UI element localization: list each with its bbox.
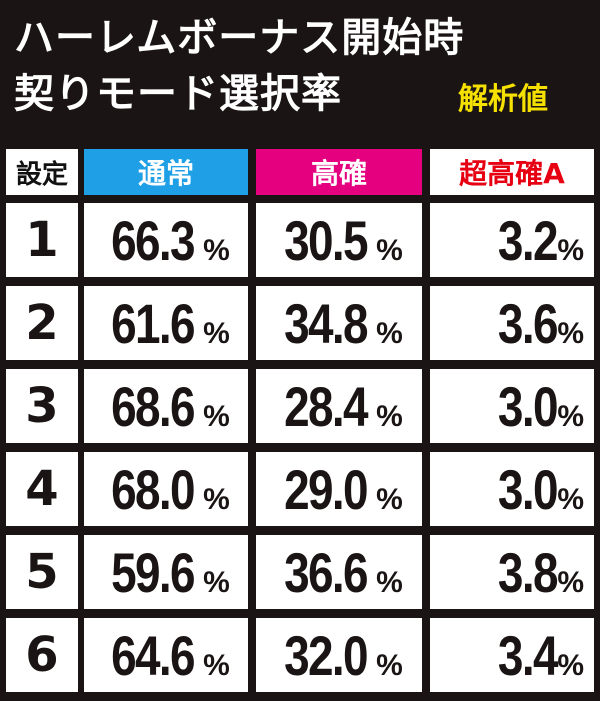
high-cell-value: 29.0 <box>284 457 368 521</box>
high-cell-value: 36.6 <box>284 540 368 604</box>
super-high-a-cell-value: 3.0 <box>498 374 559 438</box>
super-high-a-cell: 3.8% <box>430 535 594 609</box>
super-high-a-cell-value: 3.4 <box>498 623 559 687</box>
high-cell: 36.6% <box>256 535 422 609</box>
super-high-a-cell-value: 3.2 <box>498 208 559 272</box>
normal-cell: 59.6% <box>84 535 248 609</box>
page-title-line-1: ハーレムボーナス開始時 <box>14 15 465 61</box>
percent-sign: % <box>376 316 403 350</box>
percent-sign: % <box>203 648 230 682</box>
super-high-a-cell: 3.6% <box>430 286 594 360</box>
table-row: 1 66.3% 30.5% 3.2% <box>0 201 600 279</box>
header-normal: 通常 <box>84 149 248 195</box>
normal-cell: 64.6% <box>84 618 248 692</box>
high-cell: 32.0% <box>256 618 422 692</box>
normal-cell-value: 64.6 <box>111 623 195 687</box>
super-high-a-cell: 3.2% <box>430 203 594 277</box>
header-setting: 設定 <box>6 149 78 195</box>
percent-sign: % <box>203 565 230 599</box>
normal-cell-value: 59.6 <box>111 540 195 604</box>
percent-sign: % <box>557 316 584 350</box>
normal-cell-value: 66.3 <box>111 208 195 272</box>
high-cell: 28.4% <box>256 369 422 443</box>
percent-sign: % <box>203 482 230 516</box>
percent-sign: % <box>557 233 584 267</box>
setting-cell: 5 <box>6 535 78 609</box>
high-cell-value: 32.0 <box>284 623 368 687</box>
setting-cell: 1 <box>6 203 78 277</box>
setting-cell: 6 <box>6 618 78 692</box>
super-high-a-cell: 3.0% <box>430 369 594 443</box>
mode-selection-table: 設定 通常 高確 超高確A 1 66.3% 30.5% 3.2% 2 61.6% 34.8%… <box>0 139 600 701</box>
percent-sign: % <box>203 233 230 267</box>
setting-cell: 3 <box>6 369 78 443</box>
analysis-label: 解析値 <box>458 82 548 117</box>
normal-cell: 61.6% <box>84 286 248 360</box>
percent-sign: % <box>557 648 584 682</box>
super-high-a-cell-value: 3.6 <box>498 291 559 355</box>
table-row: 4 68.0% 29.0% 3.0% <box>0 450 600 528</box>
setting-cell: 4 <box>6 452 78 526</box>
percent-sign: % <box>557 399 584 433</box>
page-title-line-2: 契りモード選択率 <box>14 71 342 117</box>
table-row: 6 64.6% 32.0% 3.4% <box>0 616 600 694</box>
percent-sign: % <box>376 233 403 267</box>
percent-sign: % <box>203 399 230 433</box>
percent-sign: % <box>376 648 403 682</box>
super-high-a-cell: 3.0% <box>430 452 594 526</box>
table-row: 3 68.6% 28.4% 3.0% <box>0 367 600 445</box>
percent-sign: % <box>557 565 584 599</box>
normal-cell-value: 61.6 <box>111 291 195 355</box>
setting-cell: 2 <box>6 286 78 360</box>
high-cell: 30.5% <box>256 203 422 277</box>
super-high-a-cell-value: 3.0 <box>498 457 559 521</box>
high-cell-value: 34.8 <box>284 291 368 355</box>
high-cell: 34.8% <box>256 286 422 360</box>
high-cell-value: 30.5 <box>284 208 368 272</box>
super-high-a-cell-value: 3.8 <box>498 540 559 604</box>
header-super-high-a: 超高確A <box>430 149 594 195</box>
high-cell: 29.0% <box>256 452 422 526</box>
normal-cell-value: 68.6 <box>111 374 195 438</box>
percent-sign: % <box>203 316 230 350</box>
super-high-a-cell: 3.4% <box>430 618 594 692</box>
normal-cell: 68.6% <box>84 369 248 443</box>
normal-cell-value: 68.0 <box>111 457 195 521</box>
normal-cell: 68.0% <box>84 452 248 526</box>
percent-sign: % <box>557 482 584 516</box>
normal-cell: 66.3% <box>84 203 248 277</box>
percent-sign: % <box>376 399 403 433</box>
percent-sign: % <box>376 482 403 516</box>
table-row: 2 61.6% 34.8% 3.6% <box>0 284 600 362</box>
header-high: 高確 <box>256 149 422 195</box>
percent-sign: % <box>376 565 403 599</box>
table-row: 5 59.6% 36.6% 3.8% <box>0 533 600 611</box>
high-cell-value: 28.4 <box>284 374 368 438</box>
